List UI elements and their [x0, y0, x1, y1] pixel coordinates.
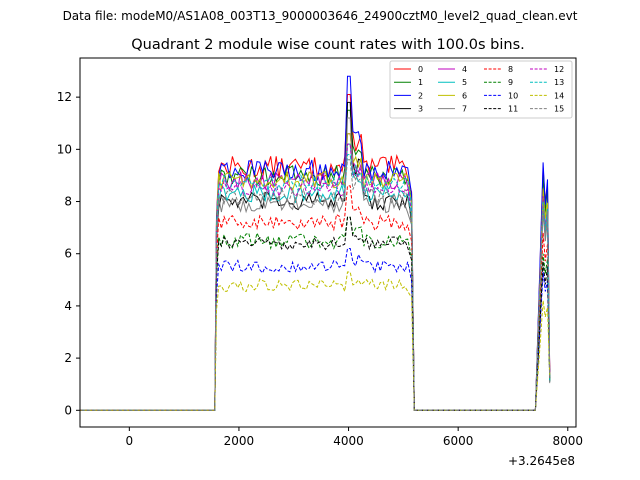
- x-offset-label: +3.2645e8: [508, 454, 575, 468]
- x-tick-label: 4000: [333, 434, 364, 448]
- x-tick-label: 0: [126, 434, 134, 448]
- legend-label-8: 8: [508, 65, 513, 74]
- y-tick-label: 6: [64, 247, 72, 261]
- data-file-label: Data file: modeM0/AS1A08_003T13_90000036…: [63, 9, 578, 23]
- y-tick-label: 0: [64, 403, 72, 417]
- y-tick-label: 4: [64, 299, 72, 313]
- y-tick-label: 10: [57, 142, 72, 156]
- legend-label-0: 0: [418, 65, 423, 74]
- series-line-15: [80, 159, 551, 411]
- legend-label-5: 5: [462, 78, 467, 87]
- legend-box: [389, 60, 573, 119]
- legend-label-2: 2: [418, 91, 423, 100]
- legend-label-10: 10: [508, 91, 518, 100]
- legend-label-15: 15: [554, 105, 564, 114]
- x-tick-label: 6000: [443, 434, 474, 448]
- x-axis: 0 2000 4000 6000 8000: [126, 427, 584, 448]
- chart-title: Quadrant 2 module wise count rates with …: [131, 37, 525, 53]
- series-line-8: [80, 185, 551, 411]
- x-tick-label: 2000: [224, 434, 255, 448]
- legend-label-13: 13: [554, 78, 564, 87]
- legend-label-11: 11: [508, 105, 518, 114]
- legend-label-4: 4: [462, 65, 467, 74]
- axes-frame: [79, 57, 577, 428]
- legend-label-6: 6: [462, 91, 467, 100]
- legend-label-1: 1: [418, 78, 423, 87]
- y-tick-label: 8: [64, 195, 72, 209]
- legend-label-9: 9: [508, 78, 513, 87]
- x-tick-label: 8000: [553, 434, 584, 448]
- legend-label-7: 7: [462, 105, 467, 114]
- y-axis: 0 2 4 6 8 10 12: [57, 90, 80, 417]
- legend-label-3: 3: [418, 105, 423, 114]
- y-tick-label: 2: [64, 351, 72, 365]
- legend-label-12: 12: [554, 65, 564, 74]
- y-tick-label: 12: [57, 90, 72, 104]
- series-line-14: [80, 271, 551, 411]
- legend-label-14: 14: [554, 91, 564, 100]
- series-layer: [80, 75, 551, 411]
